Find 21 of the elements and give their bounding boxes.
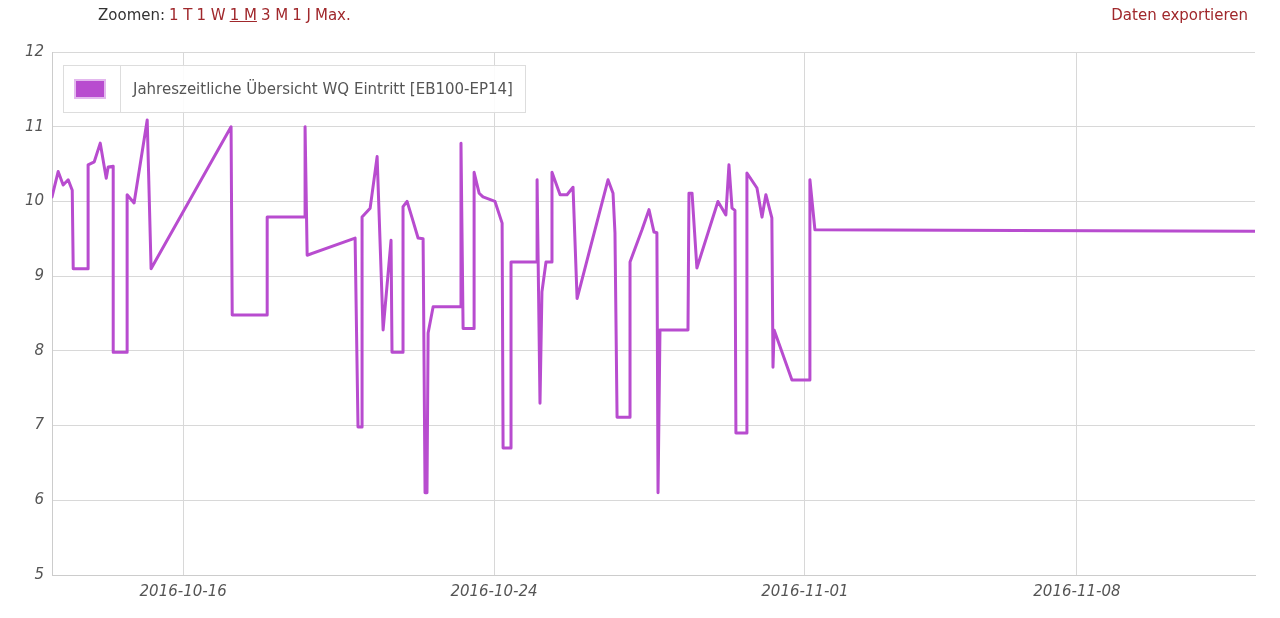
text: Max. [314, 6, 351, 24]
x-tick-label: 2016-10-24 [450, 581, 538, 600]
y-tick-label: 8 [34, 340, 44, 359]
text: 1 M [229, 6, 257, 24]
text: Daten exportieren [1111, 6, 1248, 24]
text: 3 M [260, 6, 289, 24]
text: 1 T [169, 6, 193, 24]
text: Zoomen: [98, 6, 166, 24]
x-tick-label: 2016-10-16 [139, 581, 227, 600]
y-tick-label: 7 [34, 415, 45, 434]
text: 1 J [292, 6, 311, 24]
y-tick-label: 6 [34, 490, 44, 509]
x-tick-label: 2016-11-08 [1033, 581, 1121, 600]
y-tick-label: 9 [34, 266, 44, 285]
x-tick-label: 2016-11-01 [761, 581, 849, 600]
y-tick-label: 11 [24, 116, 44, 135]
y-tick-label: 10 [24, 191, 44, 210]
y-tick-label: 12 [24, 41, 44, 60]
legend-label: Jahreszeitliche Übersicht WQ Eintritt [EB100-EP14] [133, 80, 513, 98]
y-tick-label: 5 [34, 564, 44, 583]
text: 1 W [196, 6, 226, 24]
